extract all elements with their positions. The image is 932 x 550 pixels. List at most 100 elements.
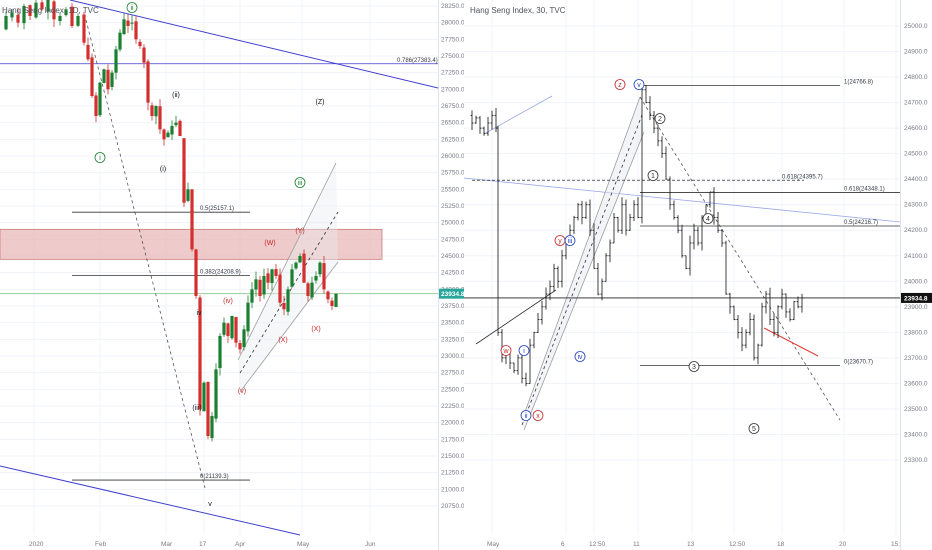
candle-body xyxy=(194,249,198,296)
x-tick-label: 15:20 xyxy=(891,541,900,548)
candle-body xyxy=(16,14,20,23)
right-chart-panel[interactable]: May612:50111312:50182015:201(24766.8)0.6… xyxy=(464,0,932,550)
x-tick-label: Feb xyxy=(95,541,107,548)
y-tick-label: 26750.0 xyxy=(441,103,465,110)
y-tick-label: 27250.0 xyxy=(441,70,465,77)
wave-label: iv xyxy=(577,354,583,361)
candle-body xyxy=(278,274,282,303)
y-tick-label: 24500.0 xyxy=(904,151,928,158)
candle-body xyxy=(58,16,62,21)
y-tick-label: 23400.0 xyxy=(904,431,928,438)
wave-label-circle xyxy=(564,235,576,246)
candle-body xyxy=(202,382,206,412)
wave-label-circle xyxy=(126,2,138,13)
candle-body xyxy=(326,291,330,300)
right-chart-canvas[interactable]: May612:50111312:50182015:201(24766.8)0.6… xyxy=(464,0,900,550)
left-chart-panel[interactable]: 2020 Feb Mar 17 Apr May Jun 0.786(27383.4) 0.5(2… xyxy=(0,0,438,550)
candle-body xyxy=(130,22,134,24)
y-tick-label: 24500.0 xyxy=(441,253,465,260)
y-tick-label: 23800.0 xyxy=(904,329,928,336)
y-tick-label: 23500.0 xyxy=(904,406,928,413)
wave-label: (Y) xyxy=(295,228,304,235)
current-price-label: 23934.8 xyxy=(441,291,465,298)
candle-body xyxy=(238,342,242,350)
y-tick-label: 21500.0 xyxy=(441,453,465,460)
wave-label-circle xyxy=(614,79,626,90)
y-tick-label: 25000.0 xyxy=(441,220,465,227)
x-tick-label: 18 xyxy=(777,541,785,548)
candle-body xyxy=(310,282,314,298)
wave-label-circle xyxy=(633,79,645,90)
wave-label-circle xyxy=(532,410,544,421)
candle-body xyxy=(90,57,94,96)
rising-channel-mid xyxy=(239,211,339,374)
x-tick-label: 12:50 xyxy=(589,541,606,548)
y-tick-label: 23250.0 xyxy=(441,336,465,343)
x-tick-label: Jun xyxy=(365,541,376,548)
current-price-box xyxy=(439,288,465,299)
wave-label: ii xyxy=(130,5,134,12)
x-tick-label: 12:50 xyxy=(729,541,746,548)
y-tick-label: 24250.0 xyxy=(441,270,465,277)
left-chart-canvas[interactable]: 2020 Feb Mar 17 Apr May Jun 0.786(27383.4) 0.5(2… xyxy=(0,0,438,550)
y-tick-label: 21250.0 xyxy=(441,470,465,477)
wave-label: z xyxy=(618,82,622,89)
y-tick-label: 23500.0 xyxy=(441,320,465,327)
y-tick-label: 24000.0 xyxy=(904,278,928,285)
wave-label: i xyxy=(99,155,101,162)
wave-label-circle xyxy=(518,345,530,356)
x-tick-label: Apr xyxy=(235,541,246,548)
candle-body xyxy=(210,416,214,439)
candle-body xyxy=(222,322,226,335)
wave-label: iii xyxy=(298,180,303,187)
wave-label-circle xyxy=(654,113,666,124)
candle-body xyxy=(158,106,162,130)
candle-body xyxy=(334,293,338,307)
wave-label-circle xyxy=(702,213,714,224)
left-price-axis[interactable]: 28250.0 28000.0 27750.0 27500.0 27250.0 27000… xyxy=(438,0,465,550)
wave-label-circle xyxy=(294,177,306,188)
wave-label: iv xyxy=(196,310,202,317)
wave-label: 1 xyxy=(651,173,655,180)
wave-label: 4 xyxy=(706,216,710,223)
candle-body xyxy=(266,273,270,283)
candle-body xyxy=(254,279,258,290)
candle-body xyxy=(118,32,122,50)
candle-body xyxy=(166,132,170,138)
x-tick-label: 6 xyxy=(561,541,565,548)
y-tick-label: 24300.0 xyxy=(904,202,928,209)
wave-label: v xyxy=(637,82,641,89)
fib-level-label: 0.5(24216.7) xyxy=(844,220,878,226)
lower-channel-line xyxy=(0,465,301,536)
x-tick-label: May xyxy=(297,541,310,548)
wave-label: 5 xyxy=(752,426,756,433)
candle-body xyxy=(40,2,44,10)
wave-label-circle xyxy=(688,361,700,372)
y-tick-label: 22250.0 xyxy=(441,403,465,410)
candle-body xyxy=(70,6,74,26)
y-tick-label: 24400.0 xyxy=(904,176,928,183)
fib-level-label: 0.618(24395.7) xyxy=(782,174,823,180)
y-tick-label: 28250.0 xyxy=(441,3,465,10)
current-price-box xyxy=(901,292,932,303)
wave-label: i xyxy=(523,348,525,355)
candle-body xyxy=(154,106,158,117)
y-tick-label: 23600.0 xyxy=(904,380,928,387)
y-tick-label: 27000.0 xyxy=(441,86,465,93)
fib-level-label: 1(24766.8) xyxy=(844,80,873,86)
candle-body xyxy=(52,1,56,20)
candle-body xyxy=(34,2,38,18)
candle-body xyxy=(46,0,50,12)
wave-label: (iv) xyxy=(223,298,233,305)
x-tick-label: 13 xyxy=(687,541,695,548)
candle-body xyxy=(226,323,230,336)
wave-label-circle xyxy=(520,410,532,421)
y-tick-label: 24200.0 xyxy=(904,227,928,234)
y-tick-label: 23000.0 xyxy=(441,353,465,360)
right-chart-title: Hang Seng Index, 30, TVC xyxy=(470,6,566,15)
right-price-axis[interactable]: 25000.0 24900.0 24800.0 24700.0 24600.0 24500… xyxy=(900,0,932,550)
candle-body xyxy=(330,300,334,306)
wave-label-circle xyxy=(574,351,586,362)
candle-body xyxy=(28,5,32,16)
candle-body xyxy=(182,138,186,203)
